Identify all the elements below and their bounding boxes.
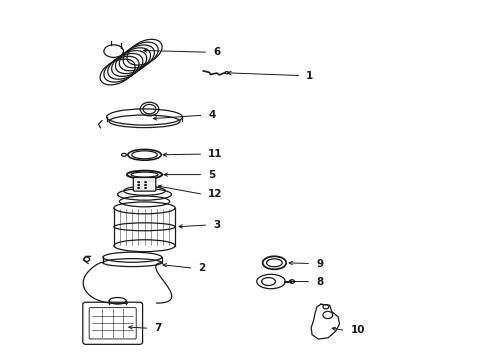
Text: 9: 9 (316, 258, 323, 269)
Text: 6: 6 (213, 47, 220, 57)
Circle shape (137, 187, 140, 189)
Text: 10: 10 (350, 325, 365, 336)
Text: 5: 5 (208, 170, 216, 180)
FancyBboxPatch shape (133, 177, 156, 191)
Text: 11: 11 (208, 149, 223, 159)
Circle shape (144, 187, 147, 189)
Text: 1: 1 (306, 71, 314, 81)
Circle shape (290, 280, 294, 283)
Circle shape (137, 184, 140, 186)
Text: 7: 7 (154, 323, 162, 333)
Text: 2: 2 (198, 263, 206, 273)
Circle shape (137, 181, 140, 183)
Ellipse shape (225, 72, 229, 74)
Text: 8: 8 (316, 276, 323, 287)
Text: 4: 4 (208, 110, 216, 120)
Text: 3: 3 (213, 220, 220, 230)
Circle shape (144, 181, 147, 183)
Text: 12: 12 (208, 189, 223, 199)
Circle shape (144, 184, 147, 186)
